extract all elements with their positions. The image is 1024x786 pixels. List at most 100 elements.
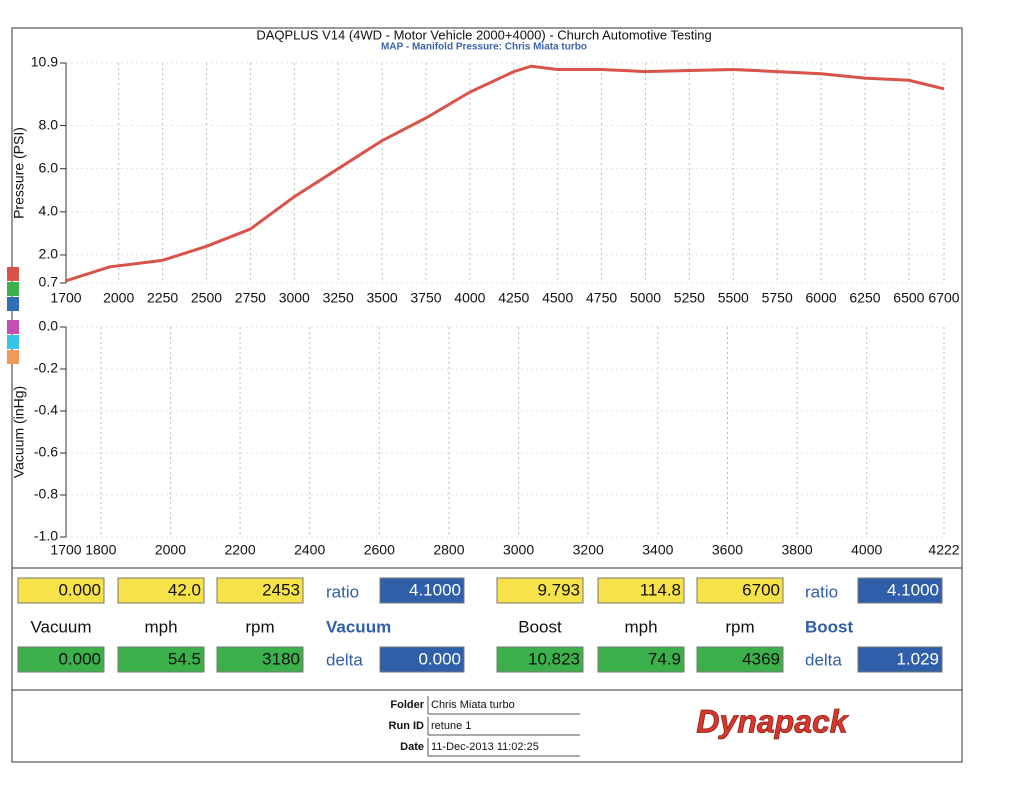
x-tick-label: 4750 [586, 290, 617, 306]
y-tick-label: 10.9 [31, 54, 58, 70]
readout-box [857, 577, 943, 604]
info-value: 11-Dec-2013 11:02:25 [431, 741, 539, 753]
readout-value: 54.5 [168, 649, 201, 668]
logo: Dynapack [696, 703, 849, 739]
x-tick-label: 3500 [367, 290, 398, 306]
y-tick-label: -0.2 [34, 360, 58, 376]
x-tick-label: 4000 [454, 290, 485, 306]
readout-value: 0.000 [58, 649, 101, 668]
readout-value: 4.1000 [409, 580, 461, 599]
readout-value: 4.1000 [887, 580, 939, 599]
readout-value: 10.823 [528, 649, 580, 668]
readout-box [597, 646, 685, 673]
ratio-label: ratio [326, 582, 359, 601]
readout-box [117, 646, 205, 673]
y-tick-label: 6.0 [39, 159, 59, 175]
x-tick-label: 6500 [893, 290, 924, 306]
info-label: Folder [390, 699, 424, 711]
data-line [65, 64, 945, 283]
readout-box [17, 646, 105, 673]
readout-box [696, 577, 784, 604]
readout-box [17, 577, 105, 604]
x-tick-label: 4222 [928, 542, 959, 558]
x-tick-label: 3800 [782, 542, 813, 558]
readout-box [857, 646, 943, 673]
delta-label: delta [805, 650, 842, 669]
x-tick-label: 3200 [573, 542, 604, 558]
readout-box [117, 577, 205, 604]
info-value: Chris Miata turbo [431, 699, 515, 711]
channel-swatch [7, 350, 19, 364]
mode-label: Boost [805, 617, 854, 636]
x-tick-label: 4250 [498, 290, 529, 306]
readout-box [597, 577, 685, 604]
x-tick-label: 3400 [642, 542, 673, 558]
readout-box [379, 646, 465, 673]
x-tick-label: 1700 [50, 542, 81, 558]
x-tick-label: 2000 [103, 290, 134, 306]
channel-swatch [7, 320, 19, 334]
x-tick-label: 3000 [279, 290, 310, 306]
readout-value: 0.000 [418, 649, 461, 668]
x-tick-label: 6000 [806, 290, 837, 306]
x-tick-label: 5500 [718, 290, 749, 306]
x-tick-label: 2600 [364, 542, 395, 558]
readout-value: 9.793 [537, 580, 580, 599]
y-tick-label: -0.4 [34, 402, 58, 418]
x-tick-label: 4000 [851, 542, 882, 558]
sheet-frame [11, 27, 963, 763]
readout-value: 4369 [742, 649, 780, 668]
readout-label: Vacuum [30, 617, 91, 636]
y-tick-label: 2.0 [39, 246, 59, 262]
x-tick-label: 3250 [323, 290, 354, 306]
info-value: retune 1 [431, 720, 471, 732]
x-tick-label: 2400 [294, 542, 325, 558]
readout-box [496, 646, 584, 673]
x-tick-label: 6700 [928, 290, 959, 306]
delta-label: delta [326, 650, 363, 669]
readout-box [496, 577, 584, 604]
y-tick-label: -0.6 [34, 444, 58, 460]
readout-box [379, 577, 465, 604]
info-label: Run ID [389, 720, 424, 732]
readout-label: mph [624, 617, 657, 636]
y-tick-label: -0.8 [34, 486, 58, 502]
x-tick-label: 1800 [85, 542, 116, 558]
x-tick-label: 5250 [674, 290, 705, 306]
readout-value: 114.8 [640, 580, 681, 599]
channel-swatch [7, 297, 19, 311]
x-tick-label: 1700 [50, 290, 81, 306]
readout-label: mph [144, 617, 177, 636]
x-tick-label: 3750 [410, 290, 441, 306]
channel-swatch [7, 282, 19, 296]
y-axis-label: Pressure (PSI) [11, 127, 27, 219]
x-tick-label: 3600 [712, 542, 743, 558]
x-tick-label: 2250 [147, 290, 178, 306]
readout-label: Boost [518, 617, 562, 636]
readout-label: rpm [725, 617, 754, 636]
readout-value: 0.000 [58, 580, 101, 599]
readout-label: rpm [245, 617, 274, 636]
readout-box [216, 577, 304, 604]
x-tick-label: 5000 [630, 290, 661, 306]
channel-swatch [7, 267, 19, 281]
ratio-label: ratio [805, 582, 838, 601]
readout-value: 2453 [262, 580, 300, 599]
x-tick-label: 2000 [155, 542, 186, 558]
x-tick-label: 2750 [235, 290, 266, 306]
readout-value: 74.9 [648, 649, 681, 668]
x-tick-label: 3000 [503, 542, 534, 558]
readout-value: 42.0 [168, 580, 201, 599]
info-label: Date [400, 741, 424, 753]
x-tick-label: 2500 [191, 290, 222, 306]
y-tick-label: 0.7 [39, 274, 59, 290]
x-tick-label: 2800 [433, 542, 464, 558]
y-tick-label: 8.0 [39, 116, 59, 132]
mode-label: Vacuum [326, 617, 391, 636]
x-tick-label: 6250 [849, 290, 880, 306]
x-tick-label: 4500 [542, 290, 573, 306]
readout-box [696, 646, 784, 673]
chart-subtitle: MAP - Manifold Pressure: Chris Miata tur… [381, 42, 587, 53]
